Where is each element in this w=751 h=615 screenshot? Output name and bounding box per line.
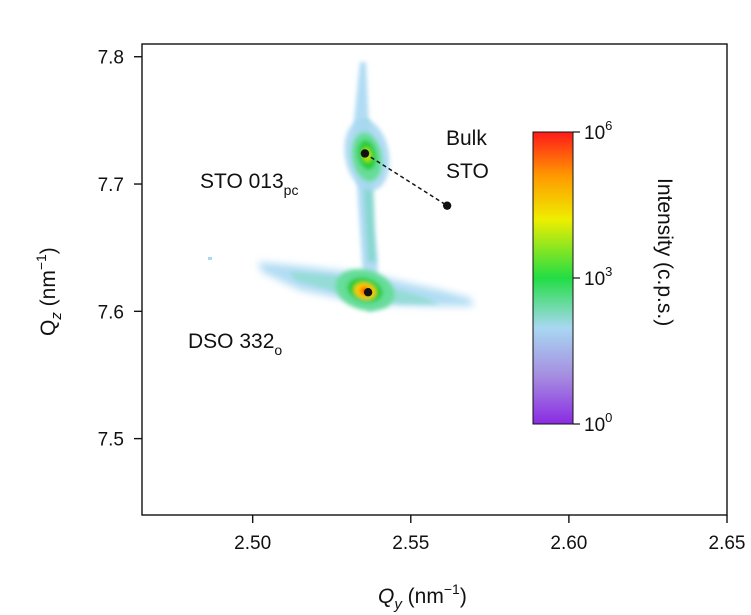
annotation-bulk-sto-line2: STO [446, 160, 489, 183]
colorbar-tick-base: 10 [584, 123, 605, 144]
plot-frame [141, 43, 728, 516]
y-tick-label: 7.6 [98, 302, 124, 323]
y-tick-label: 7.8 [98, 48, 124, 69]
peak-marker-1 [442, 201, 452, 210]
y-axis-label: Qz (nm−1) [33, 247, 65, 336]
peak-connector-line [364, 152, 448, 207]
x-axis-ticks: 2.50 2.55 2.60 2.65 [234, 515, 745, 554]
colorbar-tick-exponent: 0 [605, 410, 612, 425]
x-tick-label: 2.60 [550, 533, 587, 554]
peak-marker-0 [360, 149, 370, 158]
x-tick-label: 2.50 [234, 533, 271, 554]
y-tick-label: 7.5 [98, 430, 124, 451]
colorbar-tick-label: 100 [584, 410, 612, 436]
y-axis-ticks: 7.5 7.6 7.7 7.8 [98, 48, 142, 451]
annotation-dso: DSO 332o [188, 330, 282, 358]
annotation-sto-sub: pc [284, 182, 299, 198]
colorbar-tick-base: 10 [584, 415, 605, 436]
colorbar [532, 131, 574, 425]
colorbar-label: Intensity (c.p.s.) [653, 178, 676, 326]
colorbar-tick-label: 103 [584, 264, 612, 290]
colorbar-tick-base: 10 [584, 269, 605, 290]
annotation-bulk-sto-line1: Bulk [446, 127, 487, 150]
y-tick-label: 7.7 [98, 175, 124, 196]
annotation-sto: STO 013pc [200, 170, 298, 198]
x-tick-label: 2.55 [392, 533, 429, 554]
peak-marker-2 [363, 288, 373, 297]
x-tick-label: 2.65 [709, 533, 746, 554]
colorbar-tick-exponent: 6 [605, 118, 612, 133]
colorbar-tick-exponent: 3 [605, 264, 612, 279]
x-axis-label: Qy (nm−1) [378, 581, 467, 613]
peak-markers [360, 149, 452, 297]
annotation-dso-sub: o [274, 342, 282, 358]
colorbar-tick-label: 106 [584, 118, 612, 144]
